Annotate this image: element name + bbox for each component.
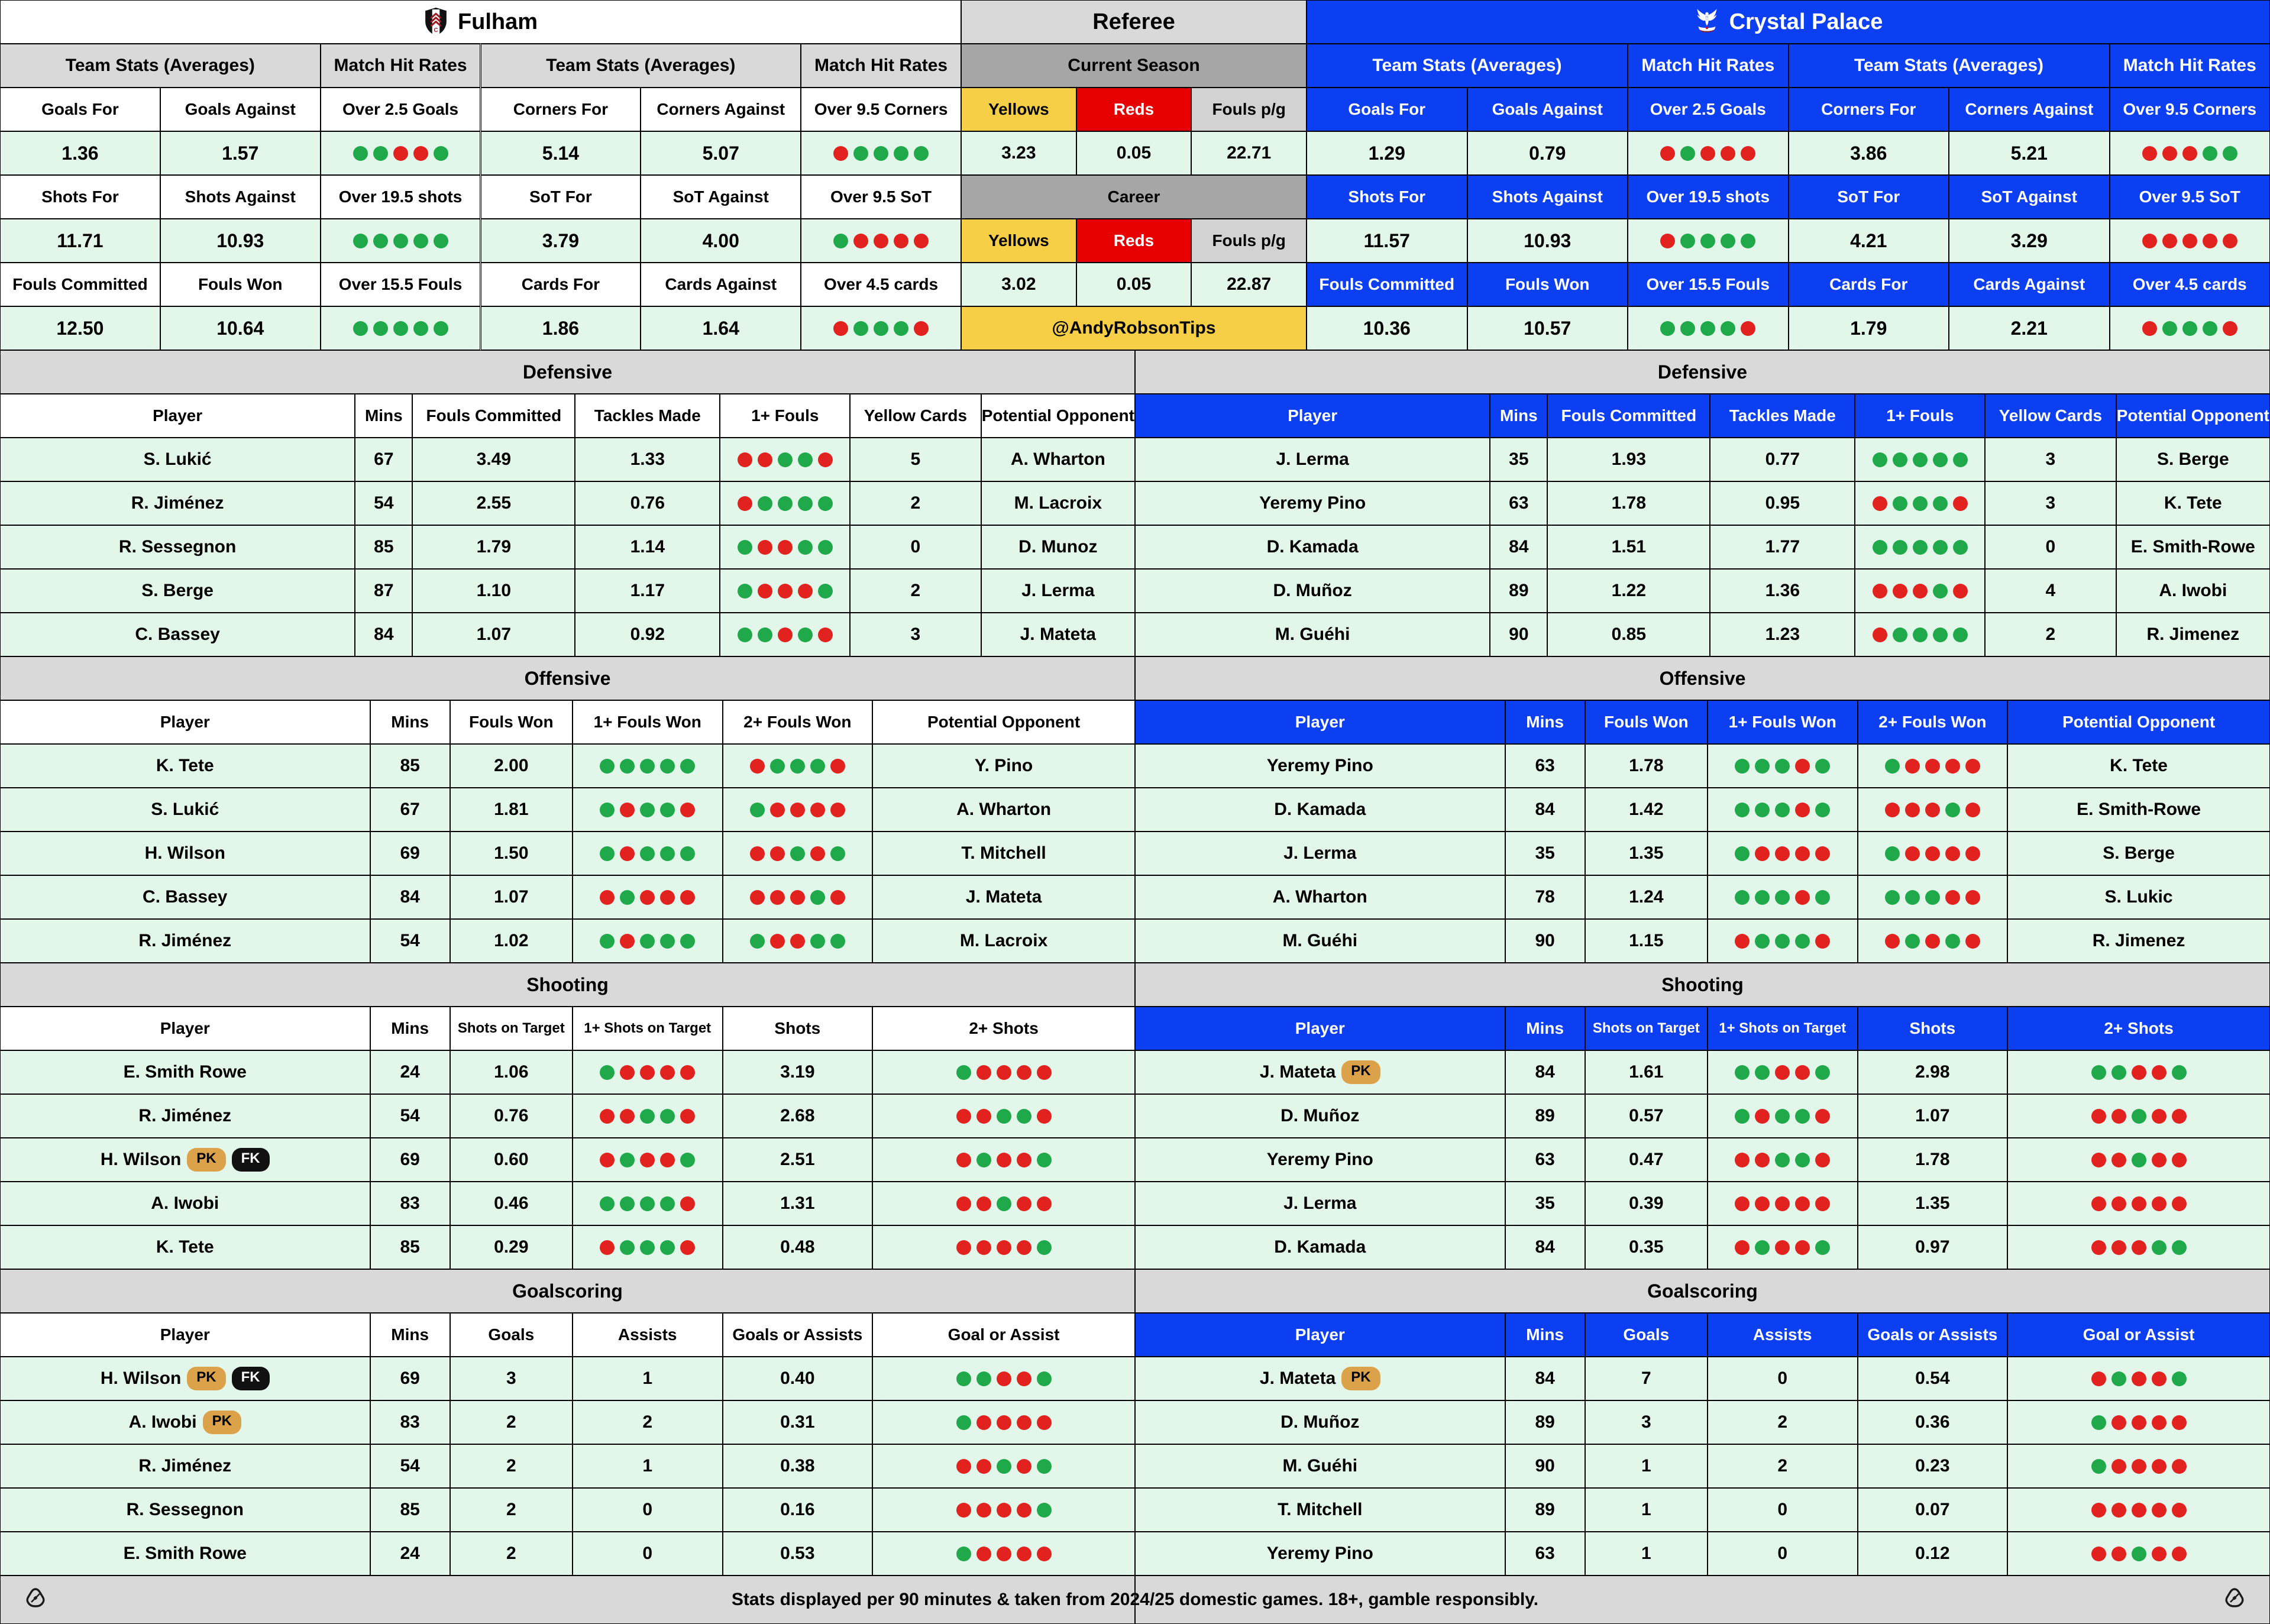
svg-text:C: C [434, 27, 438, 34]
